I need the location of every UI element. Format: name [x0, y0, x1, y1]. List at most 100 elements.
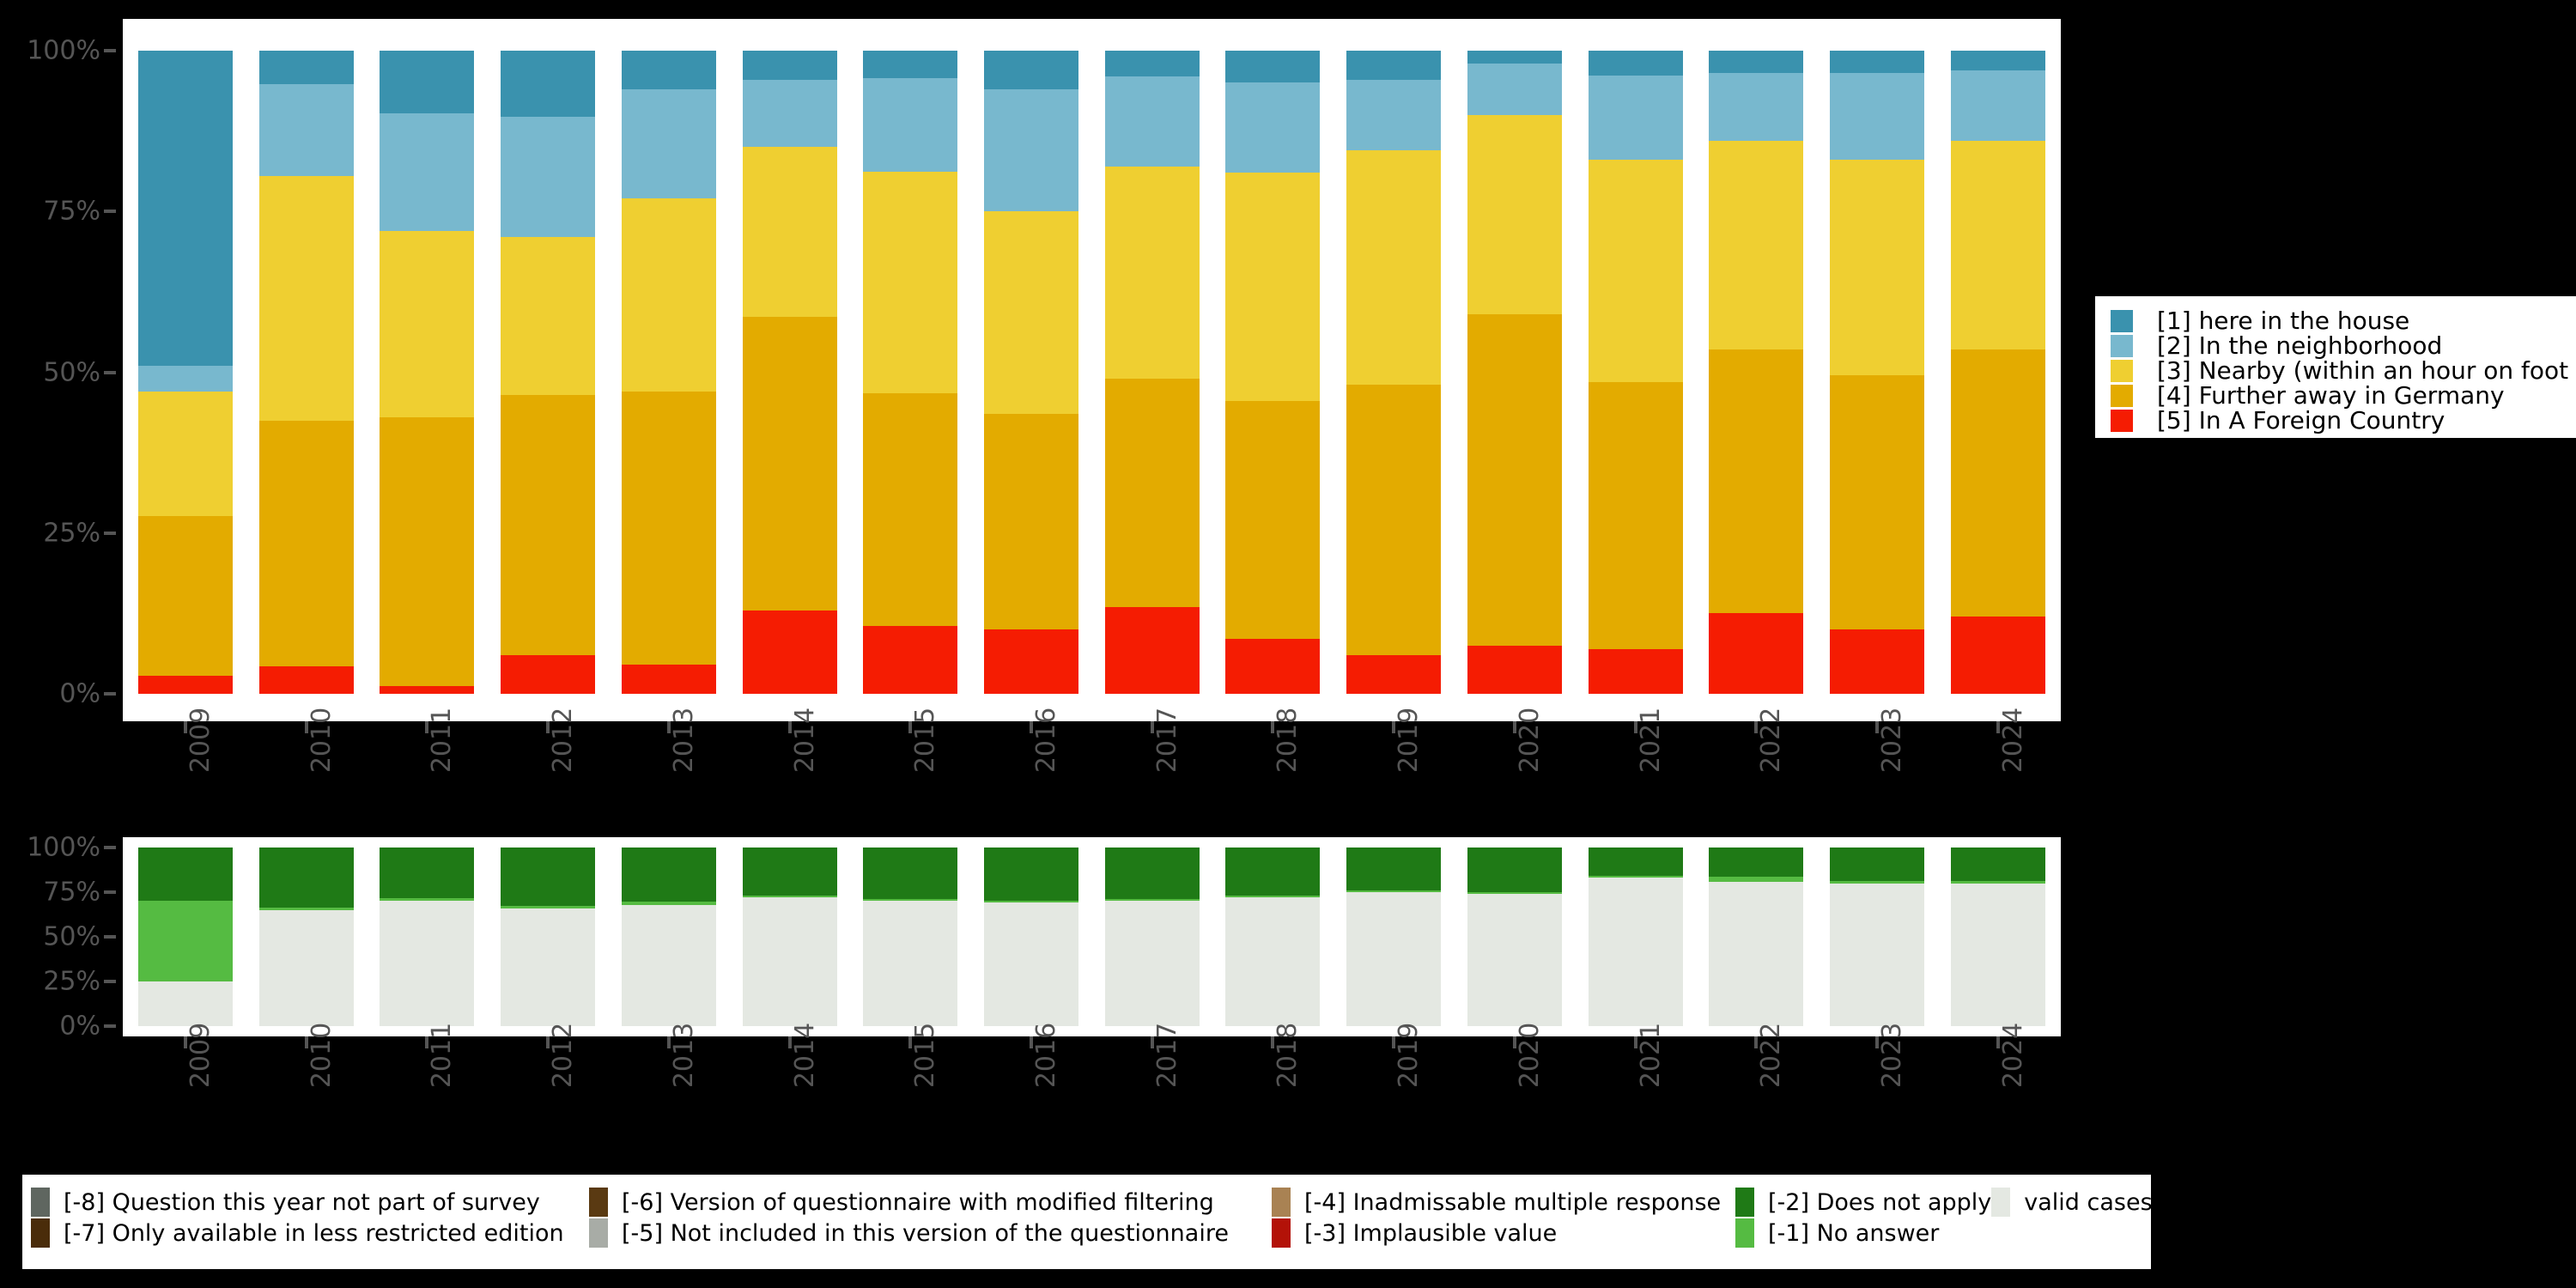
legend-item-5[interactable]: [5] In A Foreign Country	[2111, 406, 2576, 434]
missing-segment-2[interactable]	[501, 848, 596, 906]
missing-segment-0[interactable]	[1346, 892, 1442, 1026]
segment-3[interactable]	[501, 237, 596, 395]
segment-3[interactable]	[1346, 150, 1442, 386]
missing-bar-2023[interactable]	[1830, 848, 1925, 1026]
missing-segment-1[interactable]	[621, 902, 716, 905]
missing-segment-1[interactable]	[1588, 876, 1683, 878]
segment-2[interactable]	[1104, 76, 1200, 167]
segment-4[interactable]	[863, 393, 958, 627]
main-bar-2012[interactable]	[501, 51, 596, 694]
missing-segment-1[interactable]	[1830, 880, 1925, 884]
segment-2[interactable]	[258, 83, 354, 177]
segment-4[interactable]	[258, 420, 354, 666]
segment-3[interactable]	[621, 198, 716, 392]
segment-1[interactable]	[380, 51, 475, 114]
segment-3[interactable]	[1467, 114, 1562, 315]
missing-bar-2024[interactable]	[1950, 848, 2045, 1026]
missing-segment-2[interactable]	[1709, 848, 1804, 878]
main-bar-2023[interactable]	[1830, 51, 1925, 694]
segment-4[interactable]	[1709, 349, 1804, 614]
missing-bar-2018[interactable]	[1225, 848, 1321, 1026]
missing-legend-item[interactable]: [-6] Version of questionnaire with modif…	[589, 1188, 1272, 1217]
segment-5[interactable]	[1346, 655, 1442, 694]
main-bar-2017[interactable]	[1104, 51, 1200, 694]
missing-segment-0[interactable]	[742, 897, 837, 1026]
segment-1[interactable]	[1588, 51, 1683, 76]
missing-segment-2[interactable]	[984, 848, 1079, 902]
missing-bar-2017[interactable]	[1104, 848, 1200, 1026]
missing-legend-item[interactable]: [-8] Question this year not part of surv…	[31, 1188, 589, 1217]
missing-segment-2[interactable]	[1346, 848, 1442, 890]
missing-segment-2[interactable]	[258, 848, 354, 908]
missing-segment-1[interactable]	[1467, 892, 1562, 895]
missing-segment-1[interactable]	[380, 898, 475, 902]
missing-segment-0[interactable]	[380, 901, 475, 1026]
missing-segment-1[interactable]	[1225, 896, 1321, 898]
missing-segment-2[interactable]	[863, 848, 958, 900]
segment-4[interactable]	[621, 391, 716, 665]
missing-segment-2[interactable]	[621, 848, 716, 902]
missing-bar-2015[interactable]	[863, 848, 958, 1026]
segment-3[interactable]	[1950, 140, 2045, 350]
missing-segment-1[interactable]	[1346, 890, 1442, 892]
missing-segment-0[interactable]	[258, 909, 354, 1026]
segment-1[interactable]	[863, 51, 958, 79]
missing-legend-item[interactable]: [-7] Only available in less restricted e…	[31, 1218, 589, 1248]
segment-2[interactable]	[1225, 82, 1321, 173]
main-bar-2009[interactable]	[138, 51, 233, 694]
missing-bar-2020[interactable]	[1467, 848, 1562, 1026]
missing-segment-0[interactable]	[1467, 894, 1562, 1026]
missing-segment-2[interactable]	[742, 848, 837, 896]
missing-segment-2[interactable]	[1104, 848, 1200, 900]
missing-segment-0[interactable]	[1830, 883, 1925, 1026]
segment-3[interactable]	[1709, 140, 1804, 350]
segment-5[interactable]	[501, 655, 596, 694]
missing-segment-0[interactable]	[1950, 883, 2045, 1026]
segment-5[interactable]	[1225, 639, 1321, 694]
segment-1[interactable]	[984, 51, 1079, 89]
missing-legend-item[interactable]: [-3] Implausible value	[1272, 1218, 1735, 1248]
segment-2[interactable]	[1709, 73, 1804, 141]
segment-1[interactable]	[1950, 51, 2045, 70]
segment-2[interactable]	[1346, 79, 1442, 151]
missing-bar-2014[interactable]	[742, 848, 837, 1026]
main-bar-2013[interactable]	[621, 51, 716, 694]
segment-3[interactable]	[1588, 160, 1683, 382]
segment-5[interactable]	[1950, 617, 2045, 694]
main-bar-2021[interactable]	[1588, 51, 1683, 694]
segment-5[interactable]	[863, 626, 958, 694]
segment-2[interactable]	[1467, 64, 1562, 115]
main-bar-2022[interactable]	[1709, 51, 1804, 694]
missing-legend-item[interactable]: [-4] Inadmissable multiple response	[1272, 1188, 1735, 1217]
missing-segment-0[interactable]	[138, 981, 233, 1026]
legend-item-1[interactable]: [1] here in the house	[2111, 307, 2576, 335]
missing-bar-2010[interactable]	[258, 848, 354, 1026]
missing-segment-1[interactable]	[1709, 877, 1804, 882]
segment-1[interactable]	[1467, 51, 1562, 64]
main-bar-2020[interactable]	[1467, 51, 1562, 694]
segment-1[interactable]	[742, 51, 837, 80]
segment-4[interactable]	[138, 516, 233, 677]
missing-segment-0[interactable]	[1104, 901, 1200, 1026]
missing-segment-1[interactable]	[863, 899, 958, 902]
missing-segment-2[interactable]	[380, 848, 475, 899]
segment-1[interactable]	[621, 51, 716, 89]
segment-5[interactable]	[1104, 606, 1200, 694]
segment-1[interactable]	[258, 51, 354, 84]
missing-segment-1[interactable]	[1950, 880, 2045, 884]
missing-segment-1[interactable]	[138, 901, 233, 981]
segment-4[interactable]	[380, 416, 475, 687]
legend-item-3[interactable]: [3] Nearby (within an hour on foot	[2111, 356, 2576, 385]
segment-2[interactable]	[1830, 73, 1925, 161]
segment-5[interactable]	[138, 676, 233, 694]
segment-5[interactable]	[1588, 648, 1683, 694]
main-bar-2018[interactable]	[1225, 51, 1321, 694]
missing-segment-2[interactable]	[1467, 848, 1562, 893]
segment-1[interactable]	[1709, 51, 1804, 74]
segment-2[interactable]	[863, 78, 958, 172]
missing-segment-1[interactable]	[984, 901, 1079, 903]
missing-segment-0[interactable]	[863, 901, 958, 1026]
segment-2[interactable]	[621, 88, 716, 199]
segment-2[interactable]	[138, 366, 233, 392]
segment-4[interactable]	[1830, 375, 1925, 630]
